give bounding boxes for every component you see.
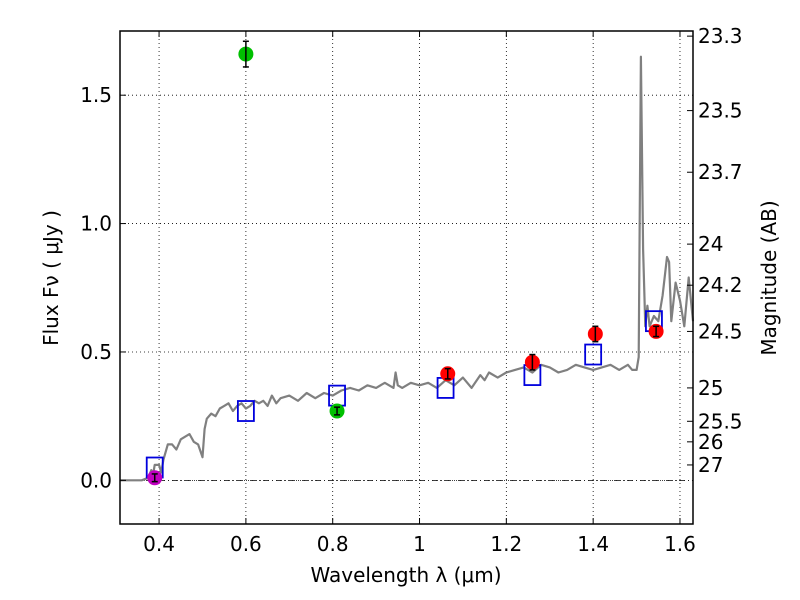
x-tick-label: 0.8 [317, 532, 349, 556]
y-tick-label: 0.0 [80, 468, 112, 492]
y-right-tick-label: 24.2 [698, 273, 743, 297]
y-right-tick-label: 24 [698, 232, 723, 256]
y-right-axis-label: Magnitude (AB) [757, 200, 781, 355]
y-right-tick-label: 23.5 [698, 99, 743, 123]
plot-area [120, 40, 695, 486]
y-right-tick-label: 24.5 [698, 319, 743, 343]
y-right-tick-label: 23.3 [698, 24, 743, 48]
y-right-tick-label: 27 [698, 453, 723, 477]
y-right-tick-label: 23.7 [698, 160, 743, 184]
y-tick-label: 1.5 [80, 83, 112, 107]
x-axis-label: Wavelength λ (μm) [310, 563, 501, 587]
model-flux-square [584, 343, 603, 366]
y-right-tick-label: 25.5 [698, 409, 743, 433]
model-flux-square [236, 400, 255, 422]
y-right-tick-label: 25 [698, 376, 723, 400]
x-tick-label: 1 [413, 532, 426, 556]
model-spectrum-line [120, 55, 695, 482]
y-tick-label: 1.0 [80, 212, 112, 236]
x-tick-label: 0.4 [143, 532, 175, 556]
x-tick-label: 1.6 [664, 532, 696, 556]
x-tick-label: 0.6 [230, 532, 262, 556]
y-axis-label: Flux Fν ( μJy ) [39, 210, 63, 346]
grid-lines [120, 31, 693, 524]
x-tick-label: 1.2 [490, 532, 522, 556]
x-tick-label: 1.4 [577, 532, 609, 556]
y-right-tick-label: 26 [698, 430, 723, 454]
plot-frame [119, 30, 694, 525]
axes-ticks: 0.4 0.6 0.8 1 1.2 1.4 1.6 0.0 0.5 1.0 1.5 23.3 23.5 2… [80, 24, 742, 556]
y-tick-label: 0.5 [80, 340, 112, 364]
